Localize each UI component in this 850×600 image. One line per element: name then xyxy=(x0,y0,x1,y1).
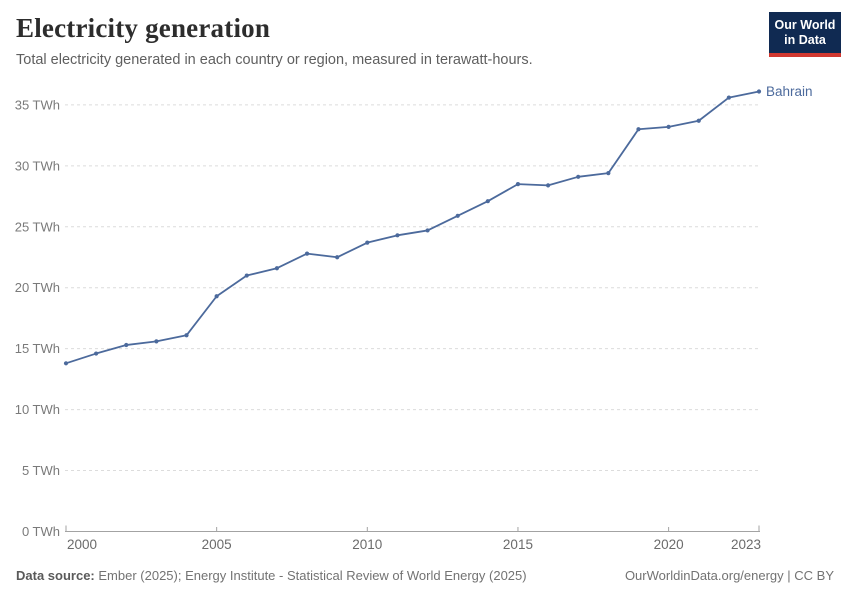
data-point[interactable] xyxy=(666,124,671,129)
data-point[interactable] xyxy=(94,351,99,356)
chart-subtitle: Total electricity generated in each coun… xyxy=(16,52,533,68)
x-tick-label: 2010 xyxy=(352,537,382,552)
data-point[interactable] xyxy=(636,127,641,132)
x-tick-label: 2005 xyxy=(202,537,232,552)
data-point[interactable] xyxy=(576,174,581,179)
y-tick-label: 30 TWh xyxy=(15,158,60,173)
x-tick-label: 2023 xyxy=(731,537,761,552)
y-tick-label: 20 TWh xyxy=(15,280,60,295)
y-tick-label: 25 TWh xyxy=(15,219,60,234)
data-point[interactable] xyxy=(696,118,701,123)
data-point[interactable] xyxy=(244,273,249,278)
data-point[interactable] xyxy=(756,89,762,94)
x-tick-label: 2015 xyxy=(503,537,533,552)
page-title: Electricity generation xyxy=(16,13,271,43)
data-point[interactable] xyxy=(395,233,400,238)
data-point[interactable] xyxy=(304,251,310,256)
data-point[interactable] xyxy=(63,361,69,366)
data-source-value: Ember (2025); Energy Institute - Statist… xyxy=(98,568,527,583)
owid-logo-line2: in Data xyxy=(784,33,826,47)
owid-logo[interactable]: Our World in Data xyxy=(769,12,841,57)
data-point[interactable] xyxy=(485,199,490,204)
data-point[interactable] xyxy=(154,339,159,344)
credit-link: OurWorldinData.org/energy | CC BY xyxy=(624,568,834,583)
data-source-note: Data source: Ember (2025); Energy Instit… xyxy=(16,568,527,583)
data-point[interactable] xyxy=(455,213,460,218)
y-tick-label: 0 TWh xyxy=(22,524,60,539)
data-point[interactable] xyxy=(184,333,189,338)
series-line-bahrain[interactable] xyxy=(65,90,760,365)
y-tick-label: 5 TWh xyxy=(22,463,60,478)
data-point[interactable] xyxy=(726,95,731,100)
x-tick-label: 2000 xyxy=(67,537,97,552)
y-tick-label: 10 TWh xyxy=(15,402,60,417)
data-point[interactable] xyxy=(606,171,611,176)
y-tick-label: 15 TWh xyxy=(15,341,60,356)
data-point[interactable] xyxy=(365,240,370,245)
data-source-label: Data source: xyxy=(16,568,95,583)
x-tick-label: 2020 xyxy=(654,537,684,552)
data-point[interactable] xyxy=(214,294,219,299)
y-tick-label: 35 TWh xyxy=(15,97,60,112)
series-end-label: Bahrain xyxy=(766,84,813,99)
data-point[interactable] xyxy=(425,228,430,233)
data-point[interactable] xyxy=(545,183,551,188)
data-point[interactable] xyxy=(124,342,129,348)
owid-logo-line1: Our World xyxy=(774,18,836,32)
data-point[interactable] xyxy=(515,182,521,187)
data-point[interactable] xyxy=(335,255,340,260)
chart-footer: Data source: Ember (2025); Energy Instit… xyxy=(16,568,834,583)
data-point[interactable] xyxy=(274,266,280,271)
